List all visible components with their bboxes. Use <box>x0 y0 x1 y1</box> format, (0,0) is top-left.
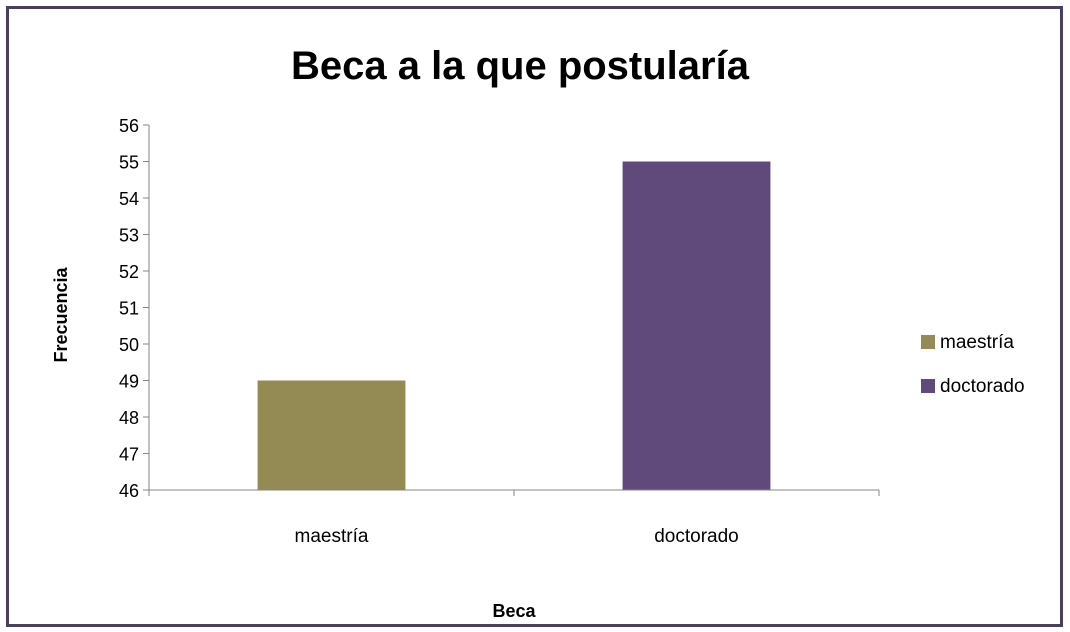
y-tick-label: 55 <box>119 153 139 173</box>
y-axis-label: Frecuencia <box>51 266 71 362</box>
y-tick-label: 53 <box>119 226 139 246</box>
y-tick-label: 48 <box>119 408 139 428</box>
bar-1 <box>622 161 771 490</box>
y-tick-label: 51 <box>119 299 139 319</box>
y-tick-label: 50 <box>119 335 139 355</box>
y-tick-label: 56 <box>119 116 139 136</box>
x-axis-label: Beca <box>492 601 536 621</box>
bar-chart: Beca a la que postularía Frecuencia Beca… <box>51 44 1025 621</box>
bar-0 <box>257 380 406 490</box>
y-tick-label: 49 <box>119 372 139 392</box>
x-tick-label: maestría <box>295 526 369 547</box>
x-tick-label: doctorado <box>654 526 739 547</box>
y-tick-label: 46 <box>119 481 139 501</box>
y-tick-label: 52 <box>119 262 139 282</box>
chart-frame: Beca a la que postularía Frecuencia Beca… <box>6 6 1063 627</box>
chart-title: Beca a la que postularía <box>291 44 750 88</box>
legend: maestría doctorado <box>921 332 1025 397</box>
plot-area: 46 47 48 49 50 51 52 53 54 55 56 maestría doctorado <box>119 116 880 547</box>
y-tick-label: 47 <box>119 445 139 465</box>
legend-label: maestría <box>940 332 1014 353</box>
legend-label: doctorado <box>940 376 1025 397</box>
legend-swatch <box>921 335 935 349</box>
y-tick-label: 54 <box>119 189 139 209</box>
legend-swatch <box>921 379 935 393</box>
